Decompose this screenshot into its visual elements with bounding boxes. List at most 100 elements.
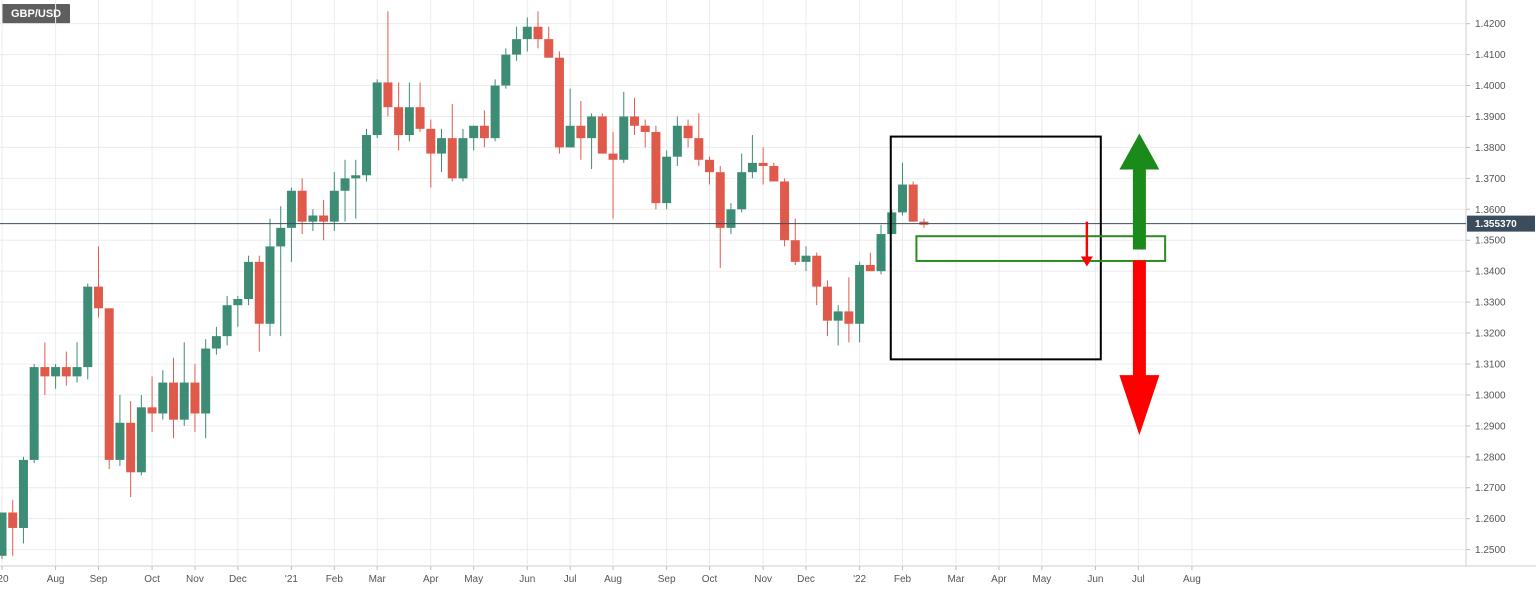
x-tick-label: '20 — [0, 574, 9, 585]
analysis-box — [889, 135, 1102, 361]
candle-body — [29, 367, 39, 460]
candle-body — [308, 215, 318, 222]
annotations — [889, 133, 1167, 436]
support-zone — [915, 235, 1167, 262]
candle-body — [608, 153, 618, 160]
candle-body — [126, 422, 136, 473]
candle-body — [747, 162, 757, 173]
candle-body — [61, 367, 71, 377]
candle-body — [844, 311, 854, 324]
x-tick-label: Dec — [797, 574, 815, 585]
candle-body — [169, 382, 179, 420]
candle-body — [340, 178, 350, 191]
x-tick-label: Nov — [754, 574, 772, 585]
candle-body — [18, 459, 28, 528]
candle-body — [115, 422, 125, 460]
candle-body — [329, 190, 339, 222]
x-tick-label: Dec — [229, 574, 247, 585]
y-tick-label: 1.4000 — [1475, 81, 1506, 92]
y-tick-label: 1.3700 — [1475, 174, 1506, 185]
current-price-tag: 1.355370 — [1467, 215, 1535, 232]
candle-body — [479, 125, 489, 139]
y-tick-label: 1.2700 — [1475, 483, 1506, 494]
candle-body — [8, 512, 18, 528]
candle-body — [222, 305, 232, 337]
x-tick-label: Jun — [1087, 574, 1103, 585]
candle-body — [372, 82, 382, 136]
x-tick-label: Feb — [894, 574, 912, 585]
candle-body — [587, 116, 597, 139]
candle-body — [640, 125, 650, 132]
candle-body — [394, 107, 404, 136]
y-tick-label: 1.2600 — [1475, 514, 1506, 525]
x-tick-label: Mar — [369, 574, 387, 585]
x-tick-label: Sep — [90, 574, 108, 585]
x-tick-label: Aug — [1183, 574, 1201, 585]
large-down-arrow — [1119, 260, 1160, 436]
candle-body — [72, 367, 82, 377]
candle-body — [104, 308, 114, 460]
candle-body — [876, 234, 886, 272]
x-tick-label: May — [1032, 574, 1051, 585]
y-tick-label: 1.3300 — [1475, 298, 1506, 309]
candle-body — [565, 125, 575, 148]
candle-body — [662, 156, 672, 204]
y-tick-label: 1.3500 — [1475, 236, 1506, 247]
candle-body — [426, 128, 436, 154]
candle-body — [211, 336, 221, 349]
candle-body — [93, 286, 103, 309]
candle-body — [629, 116, 639, 126]
candle-body — [812, 255, 822, 287]
x-tick-label: May — [464, 574, 483, 585]
candle-body — [801, 255, 811, 262]
candle-body — [769, 165, 779, 182]
candle-body — [726, 209, 736, 228]
candle-body — [469, 125, 479, 139]
candle-body — [780, 181, 790, 241]
candle-body — [458, 138, 468, 179]
candle-body — [40, 367, 50, 377]
candle-body — [822, 286, 832, 321]
y-tick-label: 1.3600 — [1475, 205, 1506, 216]
y-tick-label: 1.3100 — [1475, 359, 1506, 370]
x-tick-label: Apr — [991, 574, 1007, 585]
candle-body — [179, 382, 189, 420]
candle-body — [833, 311, 843, 321]
candle-body — [651, 131, 661, 204]
candle-body — [404, 107, 414, 136]
x-tick-label: '22 — [853, 574, 866, 585]
candle-body — [276, 227, 286, 247]
candle-body — [351, 175, 361, 179]
candle-body — [361, 135, 371, 176]
candle-body — [201, 348, 211, 414]
x-tick-label: Oct — [144, 574, 160, 585]
large-up-arrow — [1119, 133, 1160, 250]
candle-body — [512, 39, 522, 55]
candle-body — [522, 26, 532, 40]
candle-body — [619, 116, 629, 160]
candle-body — [136, 407, 146, 473]
candle-body — [737, 172, 747, 210]
candle-body — [576, 125, 586, 139]
candle-body — [83, 286, 93, 368]
candle-body — [501, 54, 511, 86]
y-tick-label: 1.2900 — [1475, 421, 1506, 432]
candle-body — [0, 512, 7, 556]
x-tick-label: Apr — [423, 574, 439, 585]
y-tick-label: 1.3000 — [1475, 390, 1506, 401]
candles — [0, 11, 929, 559]
x-tick-label: Aug — [604, 574, 622, 585]
x-tick-label: Feb — [326, 574, 344, 585]
candle-body — [158, 382, 168, 414]
candle-body — [554, 57, 564, 148]
candle-body — [758, 162, 768, 166]
candle-body — [683, 125, 693, 139]
time-axis[interactable]: '20 Aug Sep Oct Nov Dec '21 Feb Mar Apr May Jun Jul A… — [0, 566, 1201, 585]
candle-body — [544, 39, 554, 58]
price-axis[interactable]: 1.2500 1.2600 1.2700 1.2800 1.2900 1.3000 1.31… — [1466, 19, 1506, 556]
y-tick-label: 1.3900 — [1475, 112, 1506, 123]
candle-body — [597, 116, 607, 154]
candle-body — [437, 138, 447, 154]
candle-body — [190, 382, 200, 414]
